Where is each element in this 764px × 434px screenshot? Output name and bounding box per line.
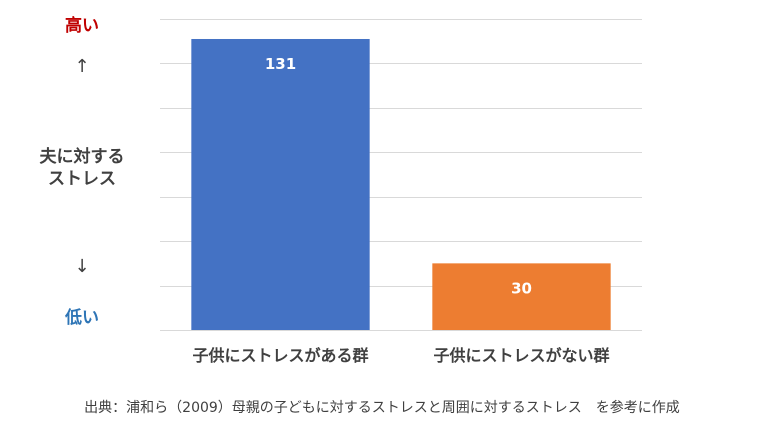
category-label: 子供にストレスがない群 [433, 346, 609, 365]
data-label: 30 [511, 279, 532, 297]
category-label: 子供にストレスがある群 [192, 346, 368, 365]
y-axis-label-line2: ストレス [48, 169, 116, 189]
y-axis-label-line1: 夫に対する [39, 147, 125, 167]
bar [191, 38, 370, 330]
data-label: 131 [265, 55, 296, 73]
source-note: 出典：浦和ら（2009）母親の子どもに対するストレスと周囲に対するストレス を参… [84, 400, 680, 416]
down-arrow-icon: ↓ [74, 256, 90, 277]
up-arrow-icon: ↑ [74, 56, 90, 77]
high-label: 高い [65, 16, 99, 36]
bar [432, 263, 611, 330]
y-axis-label: 夫に対する ストレス [10, 146, 154, 190]
low-label: 低い [65, 308, 99, 328]
